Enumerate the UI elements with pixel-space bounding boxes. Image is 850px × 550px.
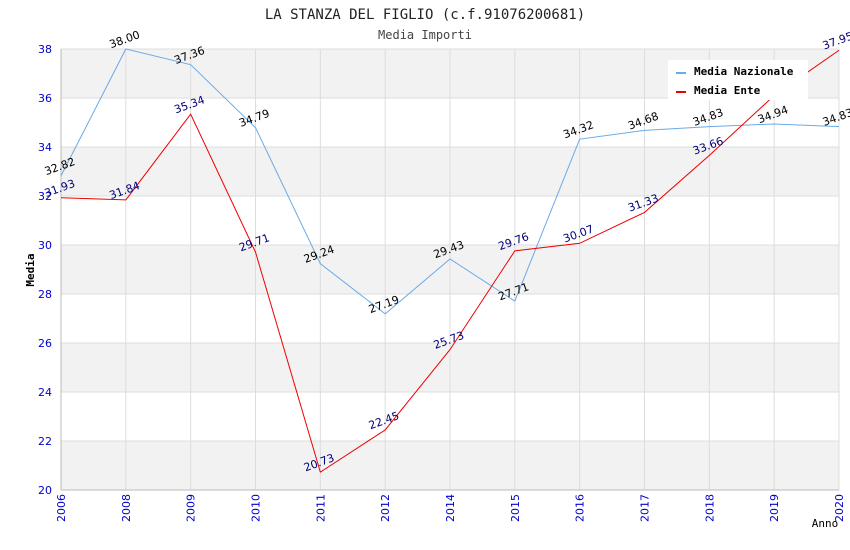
series-line-media-ente <box>60 49 840 473</box>
x-tick-label: 2010 <box>250 494 263 522</box>
x-tick-label: 2020 <box>833 494 846 522</box>
x-tick-label: 2014 <box>444 494 457 522</box>
legend-background <box>668 60 808 100</box>
data-label-media-nazionale: 34.68 <box>626 110 660 133</box>
axes <box>60 49 839 491</box>
grid-lines <box>60 48 840 491</box>
data-label-media-nazionale: 34.83 <box>691 106 725 129</box>
y-tick-label: 24 <box>38 386 52 399</box>
data-label-media-nazionale: 34.94 <box>756 103 790 126</box>
data-label-media-ente: 30.07 <box>561 223 595 246</box>
x-tick-label: 2006 <box>55 494 68 522</box>
y-tick-label: 32 <box>38 190 52 203</box>
x-tick-label: 2015 <box>509 494 522 522</box>
chart-title: LA STANZA DEL FIGLIO (c.f.91076200681) <box>265 7 585 23</box>
legend: Media Nazionale Media Ente <box>668 60 808 100</box>
y-tick-label: 38 <box>38 43 52 56</box>
x-tick-label: 2019 <box>768 494 781 522</box>
x-tick-label: 2018 <box>703 494 716 522</box>
series-lines <box>60 48 840 473</box>
x-tick-label: 2012 <box>379 494 392 522</box>
x-axis-label: Anno <box>812 517 839 530</box>
chart-subtitle: Media Importi <box>378 28 472 42</box>
x-tick-label: 2016 <box>574 494 587 522</box>
x-tick-label: 2008 <box>120 494 133 522</box>
data-label-media-nazionale: 34.83 <box>821 106 850 129</box>
y-tick-label: 28 <box>38 288 52 301</box>
x-tick-label: 2009 <box>185 494 198 522</box>
y-tick-label: 30 <box>38 239 52 252</box>
data-label-media-nazionale: 38.00 <box>108 28 142 51</box>
y-tick-label: 20 <box>38 484 52 497</box>
y-axis-label: Media <box>24 253 37 286</box>
y-tick-label: 36 <box>38 92 52 105</box>
legend-label-media-ente: Media Ente <box>694 84 761 97</box>
x-tick-label: 2011 <box>314 494 327 522</box>
data-label-media-ente: 22.45 <box>367 409 401 432</box>
legend-label-media-nazionale: Media Nazionale <box>694 65 794 78</box>
series-line-media-nazionale <box>60 48 840 315</box>
y-tick-label: 22 <box>38 435 52 448</box>
x-tick-label: 2017 <box>639 494 652 522</box>
tick-labels: 20 22 24 26 28 30 32 34 36 38 2006 2008 2009 2010 2011… <box>38 43 846 522</box>
y-tick-label: 34 <box>38 141 52 154</box>
y-tick-label: 26 <box>38 337 52 350</box>
